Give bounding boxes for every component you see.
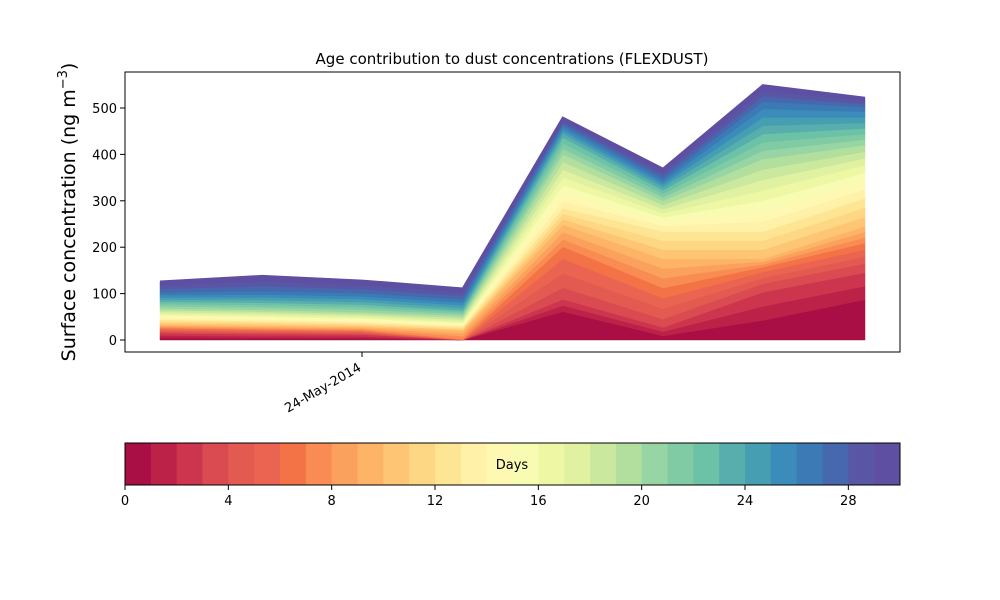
colorbar-swatch-23 <box>719 443 746 485</box>
colorbar-swatch-29 <box>874 443 901 485</box>
y-tick-label: 0 <box>109 334 117 349</box>
colorbar-swatch-7 <box>305 443 333 485</box>
colorbar-swatch-5 <box>254 443 281 485</box>
colorbar-tick-label: 4 <box>224 494 232 509</box>
colorbar-tick-label: 16 <box>530 494 547 509</box>
colorbar-swatch-19 <box>615 443 643 485</box>
chart-title: Age contribution to dust concentrations … <box>316 50 709 68</box>
colorbar-swatch-21 <box>667 443 694 485</box>
colorbar-tick-label: 28 <box>840 494 857 509</box>
colorbar <box>124 442 901 486</box>
colorbar-swatch-28 <box>848 443 875 485</box>
colorbar-tick-label: 8 <box>328 494 336 509</box>
y-axis: 0 100 200 300 400 500 <box>92 102 125 349</box>
colorbar-swatch-17 <box>564 443 591 485</box>
colorbar-swatch-11 <box>409 443 436 485</box>
colorbar-label: Days <box>496 458 529 473</box>
y-tick-label: 200 <box>92 241 117 256</box>
colorbar-swatch-3 <box>202 443 229 485</box>
y-axis-label-main: Surface concentration (ng m <box>58 89 80 361</box>
plot-frame <box>124 71 901 353</box>
colorbar-ticks: 0 4 8 12 16 20 24 28 <box>121 485 857 509</box>
colorbar-swatch-12 <box>435 443 462 485</box>
colorbar-swatch-2 <box>176 443 203 485</box>
colorbar-swatch-25 <box>770 443 798 485</box>
total-outline <box>159 84 866 291</box>
colorbar-swatch-9 <box>357 443 384 485</box>
colorbar-swatch-0 <box>125 443 152 485</box>
colorbar-swatch-6 <box>280 443 307 485</box>
stacked-area-layers <box>159 84 866 341</box>
colorbar-swatch-13 <box>460 443 488 485</box>
y-tick-label: 400 <box>92 148 117 163</box>
colorbar-swatch-24 <box>745 443 772 485</box>
y-axis-label: Surface concentration (ng m−3) <box>56 63 80 362</box>
colorbar-swatch-27 <box>822 443 849 485</box>
colorbar-tick-label: 12 <box>427 494 444 509</box>
colorbar-swatch-16 <box>538 443 565 485</box>
y-tick-label: 300 <box>92 195 117 210</box>
colorbar-tick-label: 24 <box>737 494 754 509</box>
y-axis-label-close: ) <box>58 63 80 70</box>
colorbar-swatch-8 <box>331 443 358 485</box>
colorbar-swatch-15 <box>512 443 539 485</box>
x-tick-label: 24-May-2014 <box>282 360 364 416</box>
colorbar-swatch-4 <box>228 443 255 485</box>
colorbar-swatch-14 <box>486 443 513 485</box>
colorbar-swatch-20 <box>641 443 668 485</box>
colorbar-frame <box>124 442 901 486</box>
y-tick-label: 100 <box>92 288 117 303</box>
colorbar-swatch-1 <box>150 443 178 485</box>
colorbar-swatch-10 <box>383 443 410 485</box>
colorbar-tick-label: 20 <box>633 494 650 509</box>
x-axis: 24-May-2014 <box>282 352 364 416</box>
colorbar-swatch-22 <box>693 443 720 485</box>
colorbar-tick-label: 0 <box>121 494 129 509</box>
colorbar-swatch-18 <box>590 443 617 485</box>
colorbar-swatch-26 <box>796 443 823 485</box>
y-tick-label: 500 <box>92 102 117 117</box>
y-axis-label-sup: −3 <box>56 70 71 89</box>
